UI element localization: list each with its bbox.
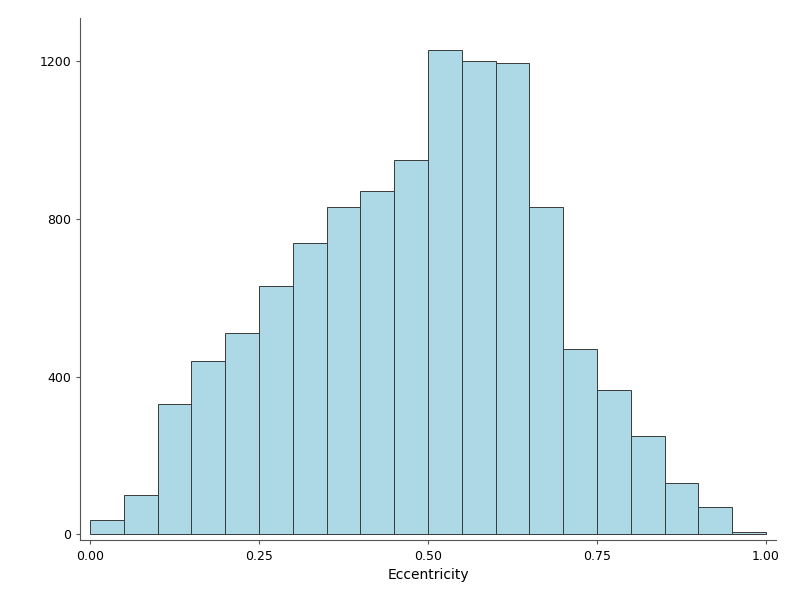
Bar [732,532,766,534]
Bar [428,50,462,534]
Bar [630,436,665,534]
Bar [394,160,428,534]
Bar [158,404,191,534]
Bar [698,506,732,534]
Bar [597,390,630,534]
Bar [495,64,530,534]
Bar [530,207,563,534]
Bar [665,483,698,534]
Bar [326,207,361,534]
Bar [124,494,158,534]
Bar [226,333,259,534]
Bar [259,286,293,534]
Bar [191,361,226,534]
Bar [462,61,495,534]
Bar [293,242,326,534]
Bar [563,349,597,534]
Bar [361,191,394,534]
Bar [90,520,124,534]
X-axis label: Eccentricity: Eccentricity [387,568,469,582]
